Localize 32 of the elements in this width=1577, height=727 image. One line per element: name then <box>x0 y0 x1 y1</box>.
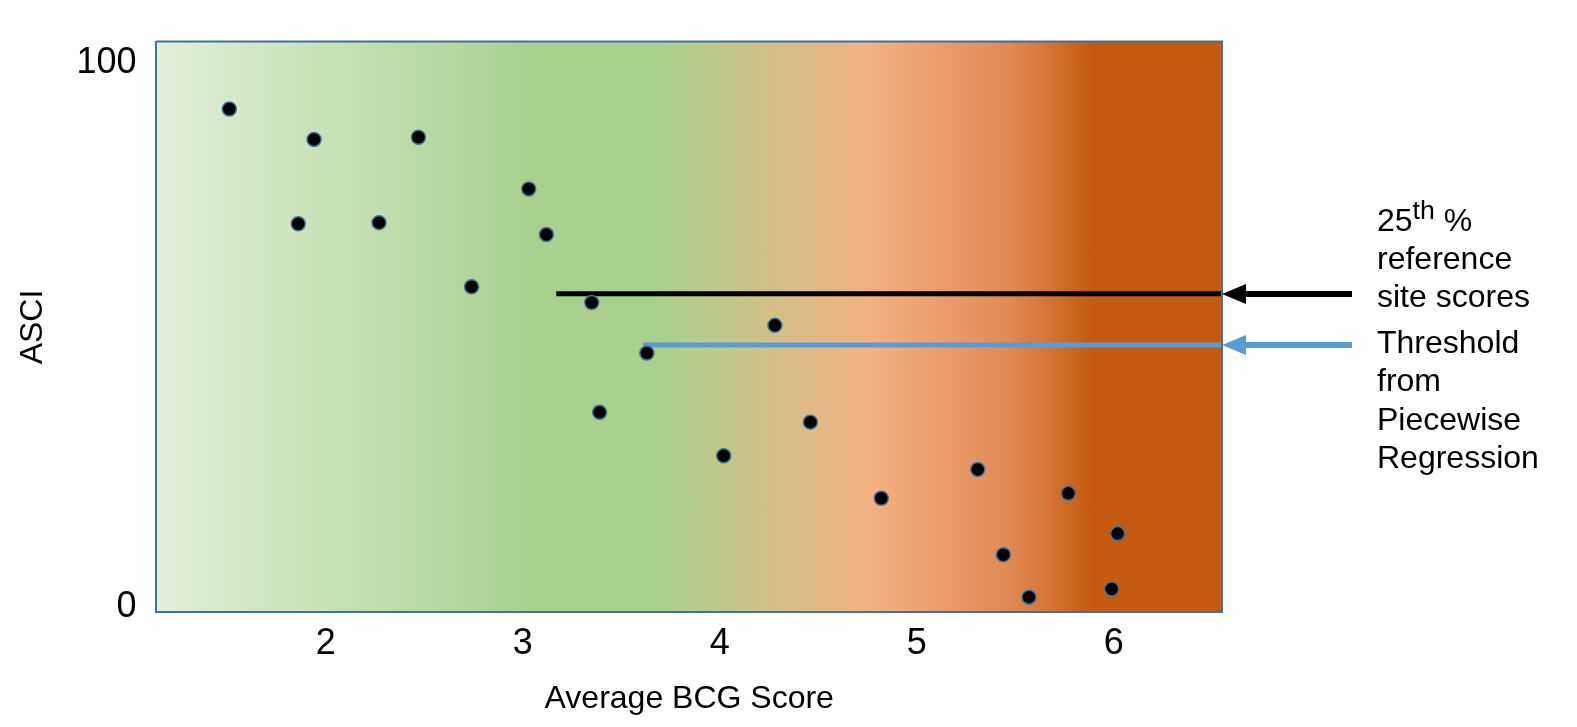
point <box>1021 589 1037 605</box>
y-tick-label: 0 <box>116 583 137 625</box>
x-tick-label: 5 <box>906 620 927 662</box>
point <box>970 461 986 478</box>
y-axis-title: ASCI <box>13 289 50 365</box>
legend-label: Threshold from Piecewise Regression <box>1377 322 1540 477</box>
x-tick-label: 2 <box>315 620 336 662</box>
x-axis-title: Average BCG Score <box>544 678 834 715</box>
point <box>583 294 600 311</box>
point <box>1109 525 1126 542</box>
point <box>520 181 537 197</box>
point <box>1103 581 1120 597</box>
point <box>290 215 307 232</box>
point <box>639 345 655 361</box>
point <box>221 101 238 117</box>
text: 25$^{th}$ % reference site scores <box>1377 193 1531 316</box>
x-tick-label: 3 <box>512 620 533 662</box>
point <box>463 279 480 295</box>
point <box>538 226 555 243</box>
point <box>1060 485 1077 502</box>
point <box>371 214 387 231</box>
x-tick-label: 6 <box>1103 620 1124 662</box>
point <box>802 414 819 430</box>
y-tick-label: 100 <box>76 40 137 82</box>
point <box>410 129 427 146</box>
point <box>767 317 783 334</box>
point <box>873 490 890 506</box>
point <box>591 404 608 421</box>
x-tick-label: 4 <box>709 620 730 662</box>
point <box>306 131 322 148</box>
point <box>715 448 732 464</box>
point <box>995 547 1012 563</box>
